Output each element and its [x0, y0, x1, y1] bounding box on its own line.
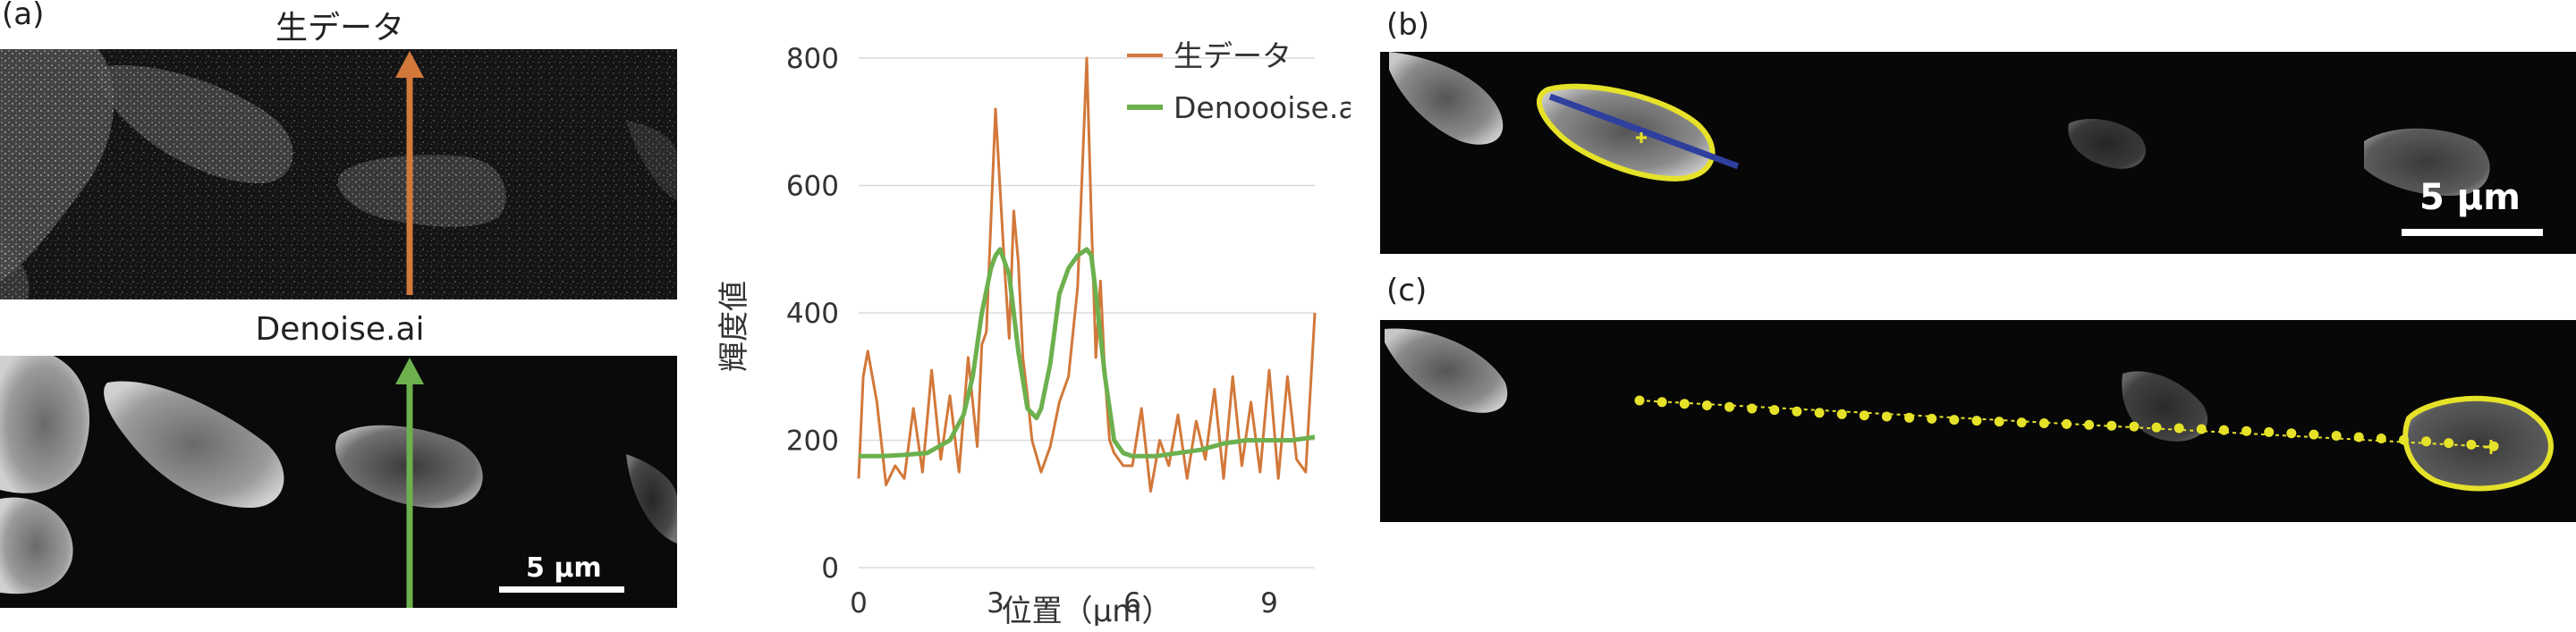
track-point: [1859, 410, 1869, 421]
track-point: [1634, 395, 1645, 406]
track-point: [1747, 403, 1758, 414]
track-point: [1724, 401, 1734, 412]
tracking-path: [1634, 395, 2499, 451]
series-line-denoise: [859, 247, 1316, 459]
chart-gridlines: [859, 57, 1315, 569]
scale-bar-a: [499, 586, 624, 593]
track-point: [2353, 432, 2364, 442]
x-tick-label: 9: [1260, 587, 1278, 619]
track-point: [1679, 399, 1690, 409]
track-point: [2444, 438, 2454, 449]
raw-image-title: 生データ: [275, 10, 404, 46]
y-tick-label: 200: [786, 426, 839, 458]
track-point: [2106, 420, 2117, 431]
y-axis-label: 輝度値: [716, 281, 752, 372]
legend-label: Denoooise.ai: [1174, 90, 1351, 125]
scale-bar-label-b: 5 µm: [2419, 177, 2521, 218]
track-point: [1769, 405, 1780, 416]
chart-legend: 生データ Denoooise.ai: [1127, 38, 1351, 125]
track-point: [2421, 436, 2432, 447]
track-point: [1814, 408, 1825, 418]
track-point: [1904, 412, 1915, 423]
track-point: [2286, 428, 2297, 439]
x-tick-label: 0: [850, 587, 868, 619]
track-point: [2016, 417, 2027, 428]
track-point: [2129, 421, 2140, 432]
y-tick-label: 400: [786, 298, 839, 330]
denoised-micrograph: 5 µm: [0, 356, 677, 608]
track-point: [2151, 422, 2162, 433]
micrograph-c: [1380, 320, 2576, 522]
track-point: [1927, 413, 1937, 424]
panel-label-a: (a): [2, 0, 45, 32]
track-point: [2174, 423, 2184, 434]
scale-bar-b: [2402, 229, 2543, 236]
scale-bar-label-a: 5 µm: [526, 552, 602, 584]
track-point: [1949, 415, 1960, 426]
x-axis-label: 位置（µm）: [1002, 594, 1173, 626]
track-point: [2062, 418, 2072, 429]
track-point: [2084, 419, 2095, 430]
track-point: [2196, 424, 2207, 434]
panel-label-b: (b): [1386, 7, 1430, 43]
denoise-image-title: Denoise.ai: [255, 311, 425, 348]
raw-profile-arrow: [395, 51, 424, 295]
raw-micrograph: [0, 49, 677, 299]
track-point: [2376, 434, 2386, 443]
x-tick-label: 6: [1123, 587, 1141, 619]
track-point: [1701, 400, 1712, 410]
chart-series: [857, 56, 1317, 493]
track-point: [2038, 418, 2049, 428]
track-point: [1792, 406, 1802, 417]
micrograph-b: 5 µm: [1380, 52, 2576, 254]
y-tick-label: 600: [786, 171, 839, 203]
track-point: [1971, 416, 1982, 426]
y-tick-labels: 0 200 400 600 800: [786, 43, 839, 585]
panel-label-c: (c): [1386, 273, 1428, 308]
track-point: [2264, 426, 2275, 437]
intensity-profile-chart: 0 200 400 600 800 0 3 6 9 位置（µm） 輝度値 生データ Denooo…: [716, 38, 1351, 626]
track-point: [2218, 425, 2229, 435]
track-point: [2466, 439, 2477, 450]
legend-label: 生データ: [1174, 38, 1292, 73]
track-point: [1994, 417, 2004, 427]
x-tick-labels: 0 3 6 9: [850, 587, 1278, 619]
denoise-profile-arrow: [395, 358, 424, 608]
x-tick-label: 3: [987, 587, 1004, 619]
track-point: [2331, 431, 2342, 441]
track-point: [1657, 397, 1667, 408]
y-tick-label: 0: [821, 552, 839, 585]
track-point: [2309, 429, 2319, 440]
y-tick-label: 800: [786, 43, 839, 75]
track-point: [1881, 411, 1892, 422]
track-point: [2241, 426, 2252, 436]
track-point: [2399, 434, 2409, 445]
track-point: [1836, 409, 1847, 419]
